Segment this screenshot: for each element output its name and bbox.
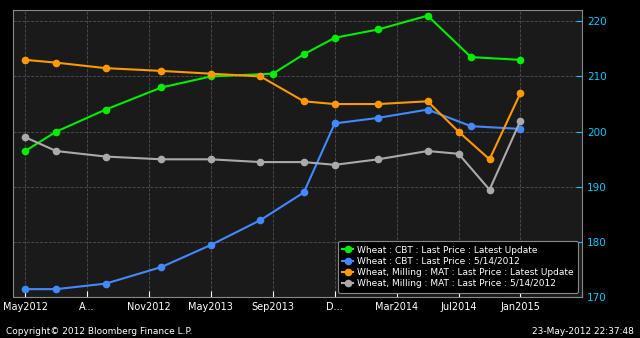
Wheat : CBT : Last Price : 5/14/2012: (0.5, 172): CBT : Last Price : 5/14/2012: (0.5, 172) <box>52 287 60 291</box>
Wheat, Milling : MAT : Last Price : 5/14/2012: (5, 194): MAT : Last Price : 5/14/2012: (5, 194) <box>331 163 339 167</box>
Wheat : CBT : Last Price : Latest Update: (0.5, 200): CBT : Last Price : Latest Update: (0.5, … <box>52 130 60 134</box>
Wheat, Milling : MAT : Last Price : Latest Update: (6.5, 206): MAT : Last Price : Latest Update: (6.5, … <box>424 99 431 103</box>
Wheat, Milling : MAT : Last Price : Latest Update: (3, 210): MAT : Last Price : Latest Update: (3, 21… <box>207 72 215 76</box>
Wheat : CBT : Last Price : 5/14/2012: (8, 200): CBT : Last Price : 5/14/2012: (8, 200) <box>516 127 524 131</box>
Wheat, Milling : MAT : Last Price : Latest Update: (2.2, 211): MAT : Last Price : Latest Update: (2.2, … <box>157 69 165 73</box>
Wheat : CBT : Last Price : 5/14/2012: (1.3, 172): CBT : Last Price : 5/14/2012: (1.3, 172) <box>102 282 109 286</box>
Line: Wheat, Milling : MAT : Last Price : Latest Update: Wheat, Milling : MAT : Last Price : Late… <box>22 57 524 163</box>
Wheat, Milling : MAT : Last Price : 5/14/2012: (4.5, 194): MAT : Last Price : 5/14/2012: (4.5, 194) <box>300 160 308 164</box>
Text: 23-May-2012 22:37:48: 23-May-2012 22:37:48 <box>532 327 634 336</box>
Wheat, Milling : MAT : Last Price : 5/14/2012: (7, 196): MAT : Last Price : 5/14/2012: (7, 196) <box>455 152 463 156</box>
Line: Wheat, Milling : MAT : Last Price : 5/14/2012: Wheat, Milling : MAT : Last Price : 5/14… <box>22 118 524 193</box>
Wheat, Milling : MAT : Last Price : 5/14/2012: (6.5, 196): MAT : Last Price : 5/14/2012: (6.5, 196) <box>424 149 431 153</box>
Wheat, Milling : MAT : Last Price : Latest Update: (7, 200): MAT : Last Price : Latest Update: (7, 20… <box>455 130 463 134</box>
Wheat : CBT : Last Price : 5/14/2012: (3.8, 184): CBT : Last Price : 5/14/2012: (3.8, 184) <box>257 218 264 222</box>
Wheat : CBT : Last Price : Latest Update: (0, 196): CBT : Last Price : Latest Update: (0, 19… <box>21 149 29 153</box>
Wheat, Milling : MAT : Last Price : Latest Update: (0.5, 212): MAT : Last Price : Latest Update: (0.5, … <box>52 61 60 65</box>
Wheat, Milling : MAT : Last Price : Latest Update: (3.8, 210): MAT : Last Price : Latest Update: (3.8, … <box>257 74 264 78</box>
Wheat, Milling : MAT : Last Price : 5/14/2012: (2.2, 195): MAT : Last Price : 5/14/2012: (2.2, 195) <box>157 157 165 161</box>
Wheat, Milling : MAT : Last Price : 5/14/2012: (3, 195): MAT : Last Price : 5/14/2012: (3, 195) <box>207 157 215 161</box>
Wheat, Milling : MAT : Last Price : Latest Update: (5, 205): MAT : Last Price : Latest Update: (5, 20… <box>331 102 339 106</box>
Wheat, Milling : MAT : Last Price : Latest Update: (7.5, 195): MAT : Last Price : Latest Update: (7.5, … <box>486 157 493 161</box>
Wheat, Milling : MAT : Last Price : 5/14/2012: (0, 199): MAT : Last Price : 5/14/2012: (0, 199) <box>21 135 29 139</box>
Wheat, Milling : MAT : Last Price : Latest Update: (0, 213): MAT : Last Price : Latest Update: (0, 21… <box>21 58 29 62</box>
Wheat : CBT : Last Price : 5/14/2012: (6.5, 204): CBT : Last Price : 5/14/2012: (6.5, 204) <box>424 107 431 112</box>
Wheat, Milling : MAT : Last Price : Latest Update: (5.7, 205): MAT : Last Price : Latest Update: (5.7, … <box>374 102 382 106</box>
Legend: Wheat : CBT : Last Price : Latest Update, Wheat : CBT : Last Price : 5/14/2012, : Wheat : CBT : Last Price : Latest Update… <box>338 241 578 293</box>
Wheat, Milling : MAT : Last Price : 5/14/2012: (7.5, 190): MAT : Last Price : 5/14/2012: (7.5, 190) <box>486 188 493 192</box>
Wheat, Milling : MAT : Last Price : Latest Update: (8, 207): MAT : Last Price : Latest Update: (8, 20… <box>516 91 524 95</box>
Wheat : CBT : Last Price : Latest Update: (6.5, 221): CBT : Last Price : Latest Update: (6.5, … <box>424 14 431 18</box>
Wheat : CBT : Last Price : Latest Update: (5.7, 218): CBT : Last Price : Latest Update: (5.7, … <box>374 27 382 31</box>
Wheat : CBT : Last Price : Latest Update: (1.3, 204): CBT : Last Price : Latest Update: (1.3, … <box>102 107 109 112</box>
Wheat : CBT : Last Price : 5/14/2012: (4.5, 189): CBT : Last Price : 5/14/2012: (4.5, 189) <box>300 190 308 194</box>
Wheat, Milling : MAT : Last Price : 5/14/2012: (3.8, 194): MAT : Last Price : 5/14/2012: (3.8, 194) <box>257 160 264 164</box>
Wheat : CBT : Last Price : 5/14/2012: (5.7, 202): CBT : Last Price : 5/14/2012: (5.7, 202) <box>374 116 382 120</box>
Wheat, Milling : MAT : Last Price : Latest Update: (1.3, 212): MAT : Last Price : Latest Update: (1.3, … <box>102 66 109 70</box>
Wheat : CBT : Last Price : Latest Update: (8, 213): CBT : Last Price : Latest Update: (8, 21… <box>516 58 524 62</box>
Wheat : CBT : Last Price : Latest Update: (2.2, 208): CBT : Last Price : Latest Update: (2.2, … <box>157 86 165 90</box>
Wheat : CBT : Last Price : 5/14/2012: (7.2, 201): CBT : Last Price : 5/14/2012: (7.2, 201) <box>467 124 475 128</box>
Wheat : CBT : Last Price : Latest Update: (3, 210): CBT : Last Price : Latest Update: (3, 21… <box>207 74 215 78</box>
Wheat, Milling : MAT : Last Price : 5/14/2012: (8, 202): MAT : Last Price : 5/14/2012: (8, 202) <box>516 119 524 123</box>
Line: Wheat : CBT : Last Price : 5/14/2012: Wheat : CBT : Last Price : 5/14/2012 <box>22 106 524 292</box>
Wheat : CBT : Last Price : Latest Update: (7.2, 214): CBT : Last Price : Latest Update: (7.2, … <box>467 55 475 59</box>
Wheat, Milling : MAT : Last Price : 5/14/2012: (1.3, 196): MAT : Last Price : 5/14/2012: (1.3, 196) <box>102 154 109 159</box>
Wheat, Milling : MAT : Last Price : 5/14/2012: (5.7, 195): MAT : Last Price : 5/14/2012: (5.7, 195) <box>374 157 382 161</box>
Wheat : CBT : Last Price : Latest Update: (4, 210): CBT : Last Price : Latest Update: (4, 21… <box>269 72 276 76</box>
Wheat : CBT : Last Price : Latest Update: (5, 217): CBT : Last Price : Latest Update: (5, 21… <box>331 36 339 40</box>
Line: Wheat : CBT : Last Price : Latest Update: Wheat : CBT : Last Price : Latest Update <box>22 13 524 154</box>
Wheat : CBT : Last Price : 5/14/2012: (5, 202): CBT : Last Price : 5/14/2012: (5, 202) <box>331 121 339 125</box>
Wheat, Milling : MAT : Last Price : 5/14/2012: (0.5, 196): MAT : Last Price : 5/14/2012: (0.5, 196) <box>52 149 60 153</box>
Wheat : CBT : Last Price : 5/14/2012: (2.2, 176): CBT : Last Price : 5/14/2012: (2.2, 176) <box>157 265 165 269</box>
Wheat, Milling : MAT : Last Price : Latest Update: (4.5, 206): MAT : Last Price : Latest Update: (4.5, … <box>300 99 308 103</box>
Text: Copyright© 2012 Bloomberg Finance L.P.: Copyright© 2012 Bloomberg Finance L.P. <box>6 327 193 336</box>
Wheat : CBT : Last Price : 5/14/2012: (3, 180): CBT : Last Price : 5/14/2012: (3, 180) <box>207 243 215 247</box>
Wheat : CBT : Last Price : Latest Update: (4.5, 214): CBT : Last Price : Latest Update: (4.5, … <box>300 52 308 56</box>
Wheat : CBT : Last Price : 5/14/2012: (0, 172): CBT : Last Price : 5/14/2012: (0, 172) <box>21 287 29 291</box>
